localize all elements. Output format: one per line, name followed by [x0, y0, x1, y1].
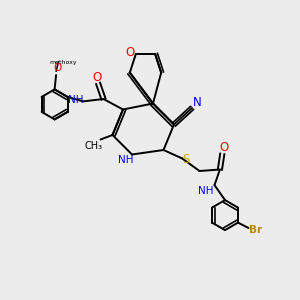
Text: O: O [219, 141, 228, 154]
Text: NH: NH [198, 185, 214, 196]
Text: CH₃: CH₃ [85, 141, 103, 152]
Text: NH: NH [118, 155, 133, 165]
Text: O: O [53, 63, 61, 74]
Text: N: N [193, 96, 202, 109]
Text: O: O [93, 71, 102, 84]
Text: NH: NH [68, 95, 83, 105]
Text: Br: Br [248, 224, 262, 235]
Text: S: S [183, 153, 190, 166]
Text: methoxy: methoxy [49, 60, 76, 65]
Text: O: O [126, 46, 135, 59]
